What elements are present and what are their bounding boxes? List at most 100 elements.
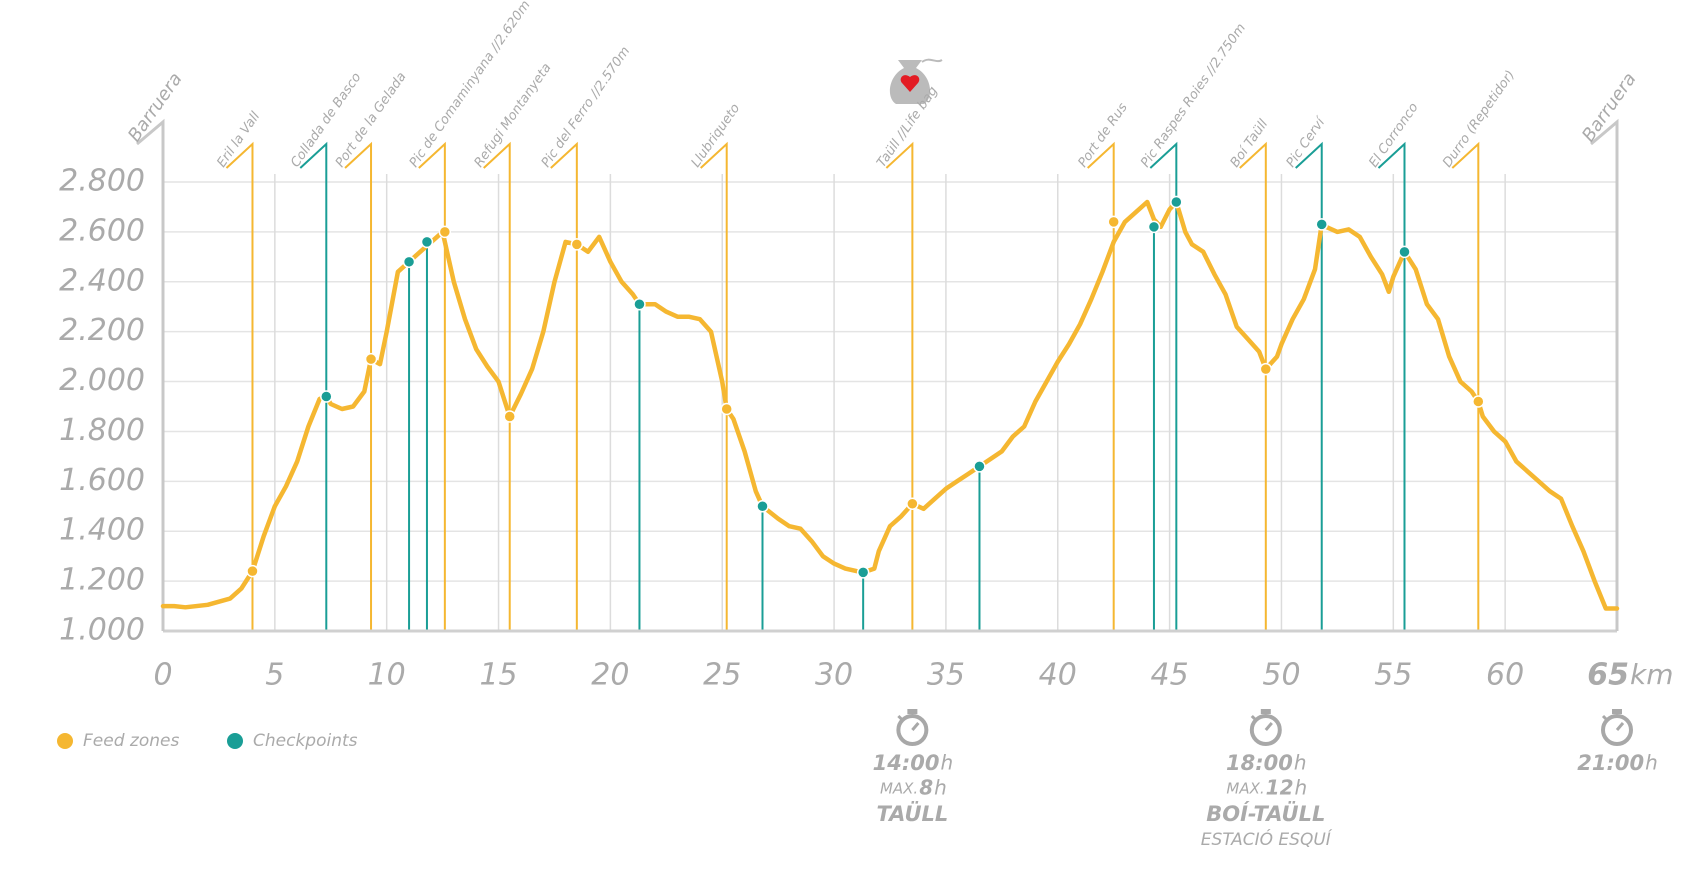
legend-swatch xyxy=(57,733,73,749)
waypoint-flag xyxy=(1377,141,1406,631)
cutoff-text: 14:00 xyxy=(873,751,940,775)
waypoint-dot xyxy=(570,238,584,251)
x-tick-label: 20 xyxy=(591,658,629,693)
cutoff-text: BOÍ-TAÜLL xyxy=(1206,801,1325,826)
waypoint-flag xyxy=(885,141,914,631)
waypoint-dot xyxy=(364,352,378,366)
stopwatch-body xyxy=(1601,714,1633,746)
stopwatch-hand xyxy=(911,722,920,731)
waypoint-dot xyxy=(402,255,416,269)
y-tick-label: 1.400 xyxy=(59,513,145,548)
y-tick-label: 2.400 xyxy=(59,263,145,298)
stopwatch-side xyxy=(1250,714,1257,722)
cutoff-text: MAX. xyxy=(1226,780,1264,798)
cutoff-text: ESTACIÓ ESQUÍ xyxy=(1201,828,1333,850)
x-tick-label: 35 xyxy=(927,658,965,693)
waypoint-dot xyxy=(438,225,452,239)
waypoint-dot xyxy=(420,235,434,249)
cutoff-text: 12 xyxy=(1266,776,1294,800)
cutoff-text: 8 xyxy=(919,776,933,800)
waypoint-dot xyxy=(1472,395,1485,408)
stopwatch-button xyxy=(1260,709,1271,714)
x-tick-label: 30 xyxy=(815,658,853,693)
waypoint-flag xyxy=(1239,141,1267,631)
cutoff-text: h xyxy=(934,776,947,800)
x-tick-label: 25 xyxy=(703,658,741,693)
x-tick-label: 10 xyxy=(368,658,406,693)
waypoint-flag xyxy=(225,141,254,631)
legend-label: Feed zones xyxy=(83,731,179,751)
life-bag-icon xyxy=(889,58,943,104)
waypoint-dot xyxy=(320,390,333,403)
waypoint-dot xyxy=(1259,362,1273,376)
waypoint-flag xyxy=(1087,141,1115,631)
waypoint-dot xyxy=(1107,215,1120,229)
waypoint-label: Llubriqueto xyxy=(689,101,744,170)
waypoint-flag xyxy=(1295,141,1323,631)
waypoint-label: Pic de Comaminyana //2.620m xyxy=(407,0,534,170)
y-tick-label: 1.000 xyxy=(59,613,145,648)
heart xyxy=(900,75,920,92)
end-flag-label: Barruera xyxy=(124,69,187,146)
waypoint-dot xyxy=(720,402,733,416)
bag-string xyxy=(921,58,943,63)
legend-swatch xyxy=(227,733,243,749)
end-flag-label: Barruera xyxy=(1578,69,1641,146)
waypoint-flag xyxy=(550,141,578,631)
waypoint-dot xyxy=(503,410,516,423)
waypoint-dot xyxy=(973,460,986,473)
stopwatch-icon xyxy=(1249,709,1282,746)
end-flag xyxy=(1590,118,1619,631)
waypoint-flag xyxy=(1451,141,1480,631)
waypoint-dot xyxy=(856,566,870,579)
legend-label: Checkpoints xyxy=(253,731,358,751)
guide-lines xyxy=(163,141,1617,632)
y-tick-label: 2.200 xyxy=(59,313,145,348)
stopwatch-body xyxy=(896,714,929,746)
x-tick-label: 15 xyxy=(479,658,517,693)
waypoint-dot xyxy=(1147,220,1161,234)
y-tick-label: 1.600 xyxy=(59,463,145,498)
y-tick-label: 1.200 xyxy=(59,563,145,598)
y-tick-label: 2.600 xyxy=(59,213,145,248)
stopwatch-button xyxy=(907,709,918,714)
waypoint-flag xyxy=(700,141,728,631)
waypoint-label: El Corronco xyxy=(1366,100,1421,170)
stopwatch-button xyxy=(1612,709,1622,714)
waypoint-flag xyxy=(1149,141,1178,631)
waypoint-flag xyxy=(418,141,446,631)
cutoff-text: 21:00 xyxy=(1577,751,1644,775)
cutoff-text: 18:00 xyxy=(1226,751,1293,775)
waypoint-flag xyxy=(299,141,328,631)
y-tick-label: 1.800 xyxy=(59,413,145,448)
x-tick-label: 65 xyxy=(1587,658,1629,693)
x-unit: km xyxy=(1630,658,1674,691)
waypoint-label: Port de Rus xyxy=(1076,100,1131,170)
stopwatch-icon xyxy=(896,709,929,746)
cutoff-text: h xyxy=(1295,776,1308,800)
waypoint-flag xyxy=(344,141,373,631)
waypoint-dot xyxy=(1398,245,1411,259)
waypoint-label: Pic del Ferro //2.570m xyxy=(539,44,634,170)
x-tick-label: 0 xyxy=(153,658,172,693)
stopwatch-icon xyxy=(1601,709,1633,746)
y-tick-label: 2.000 xyxy=(59,363,145,398)
x-tick-label: 5 xyxy=(265,658,284,693)
x-tick-label: 50 xyxy=(1262,658,1300,693)
end-flag xyxy=(136,118,165,631)
cutoff-text: h xyxy=(940,751,953,775)
x-tick-label: 55 xyxy=(1374,658,1412,693)
y-tick-label: 2.800 xyxy=(59,164,145,199)
x-tick-label: 40 xyxy=(1039,658,1077,693)
elevation-line xyxy=(160,199,1620,611)
cutoff-text: h xyxy=(1294,751,1307,775)
waypoint-label: Pic Raspes Roies //2.750m xyxy=(1138,21,1249,170)
stopwatch-side xyxy=(897,714,904,722)
waypoint-dot xyxy=(906,497,919,511)
cutoff-text: MAX. xyxy=(880,780,918,798)
stopwatch-body xyxy=(1249,714,1282,746)
x-tick-label: 45 xyxy=(1151,658,1189,693)
waypoint-flag xyxy=(483,141,511,631)
cutoff-text: h xyxy=(1645,751,1658,775)
